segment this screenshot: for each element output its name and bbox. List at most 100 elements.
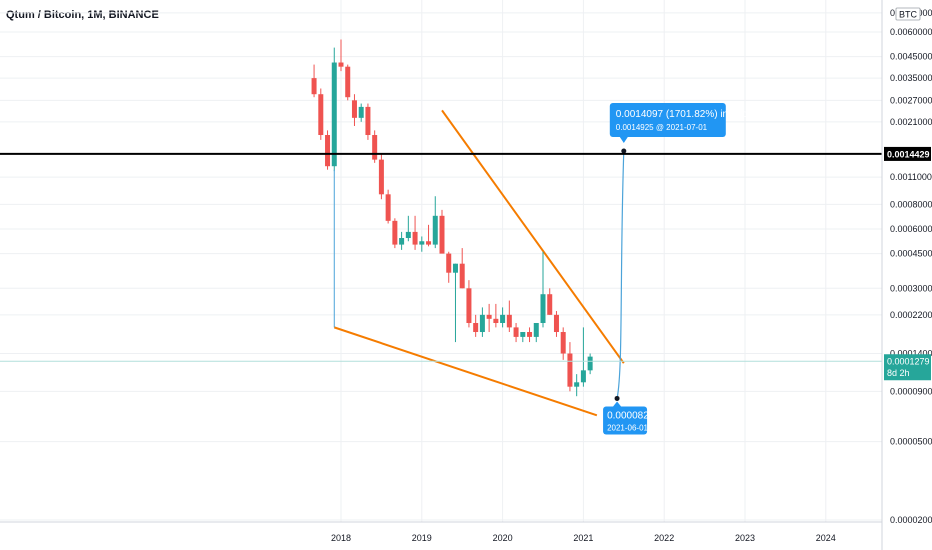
candle: [580, 327, 586, 387]
time-tick-label: 2024: [816, 533, 836, 543]
candle-body: [540, 294, 546, 323]
candle-body: [378, 159, 384, 195]
candle-body: [358, 106, 364, 118]
candle-body: [506, 314, 512, 328]
candle-body: [547, 294, 553, 315]
trendline[interactable]: [441, 109, 625, 364]
trendlines: [333, 109, 625, 417]
candle-body: [587, 356, 593, 371]
candle-body: [311, 78, 317, 95]
projection-label-subtitle: 0.0014925 @ 2021-07-01: [616, 123, 708, 132]
candle: [493, 303, 499, 328]
candle: [574, 374, 580, 397]
time-axis: 2018 2019 2020 2021 2022 2023 2024: [0, 521, 882, 543]
price-tick-label: 0.0021000: [890, 117, 932, 127]
price-tick-label: 0.0045000: [890, 52, 932, 62]
candle: [412, 215, 418, 250]
annotations: 0.0014097 (1701.82%) in 30d 0.0014925 @ 2…: [603, 103, 748, 435]
currency-badge[interactable]: [895, 7, 921, 21]
price-tick-label: 0.0000500: [890, 437, 932, 447]
price-tick-label: 0.0027000: [890, 95, 932, 105]
price-tick-label: 0.0008000: [890, 199, 932, 209]
price-tick-label: 0.0006000: [890, 224, 932, 234]
time-tick-label: 2020: [493, 533, 513, 543]
candle-body: [574, 382, 580, 387]
start-label-title: 0.0000828: [607, 410, 655, 421]
candle-body: [446, 253, 452, 273]
candle: [432, 196, 438, 249]
price-tick-label: 0.0011000: [890, 172, 932, 182]
candle: [452, 263, 458, 343]
candle: [318, 88, 324, 140]
candle: [500, 307, 506, 328]
candle-body: [513, 327, 519, 337]
candle-body: [399, 238, 405, 245]
time-tick-label: 2021: [573, 533, 593, 543]
candle: [486, 303, 492, 333]
candle: [446, 251, 452, 283]
candle: [439, 209, 445, 254]
candle-body: [486, 314, 492, 319]
candle-body: [560, 332, 566, 354]
candle-body: [439, 215, 445, 254]
candle: [547, 288, 553, 315]
current-price-label: 0.0001279: [887, 357, 930, 367]
candle-body: [405, 231, 411, 239]
candle-body: [473, 322, 479, 333]
price-tick-label: 0.0004500: [890, 249, 932, 259]
candle-body: [553, 314, 559, 333]
candle: [351, 94, 357, 126]
time-tick-label: 2023: [735, 533, 755, 543]
candle: [392, 218, 398, 249]
candle-body: [318, 94, 324, 136]
projection-label-title: 0.0014097 (1701.82%) in 30d: [616, 109, 748, 120]
price-tick-label: 0.0035000: [890, 73, 932, 83]
candle-body: [385, 194, 391, 221]
price-tick-label: 0.0060000: [890, 27, 932, 37]
countdown-label: 8d 2h: [887, 368, 910, 378]
time-tick-label: 2019: [412, 533, 432, 543]
candle: [533, 322, 539, 343]
price-axis: 0.00750000.00600000.00450000.00350000.00…: [881, 0, 932, 550]
candle: [385, 189, 391, 224]
candle: [419, 236, 425, 252]
candle: [506, 300, 512, 333]
candle: [365, 103, 371, 140]
candle: [358, 103, 364, 122]
candle-body: [331, 62, 337, 167]
chart-title: Qtum / Bitcoin, 1M, BINANCE: [6, 9, 159, 21]
levels: [0, 152, 882, 362]
candle: [331, 47, 337, 172]
candle-body: [419, 241, 425, 245]
candle: [311, 64, 317, 98]
price-tick-label: 0.0000200: [890, 515, 932, 525]
projection-label-pointer: [619, 137, 628, 144]
projection-label-box[interactable]: [609, 103, 726, 138]
candle-body: [412, 231, 418, 245]
candle: [459, 248, 465, 289]
candle: [325, 130, 331, 170]
candle-body: [426, 241, 432, 245]
candle-body: [459, 263, 465, 289]
candle-body: [432, 215, 438, 245]
candle: [479, 307, 485, 337]
candle: [513, 322, 519, 343]
candle-body: [533, 322, 539, 337]
projection-end-marker[interactable]: [621, 148, 627, 154]
projection-start-marker[interactable]: [614, 395, 620, 401]
time-tick-label: 2022: [654, 533, 674, 543]
price-tick-label: 0.0001400: [890, 349, 932, 359]
candle-body: [365, 106, 371, 136]
candle-body: [345, 66, 351, 98]
trendline[interactable]: [333, 326, 598, 417]
candle: [345, 64, 351, 101]
level-price-label: 0.0014429: [887, 149, 930, 159]
candle: [553, 311, 559, 337]
current-price-badge: [884, 354, 931, 381]
candle: [378, 153, 384, 200]
start-label-box[interactable]: [603, 406, 648, 435]
grid: [0, 0, 882, 522]
candle: [405, 215, 411, 242]
candle-body: [580, 370, 586, 383]
